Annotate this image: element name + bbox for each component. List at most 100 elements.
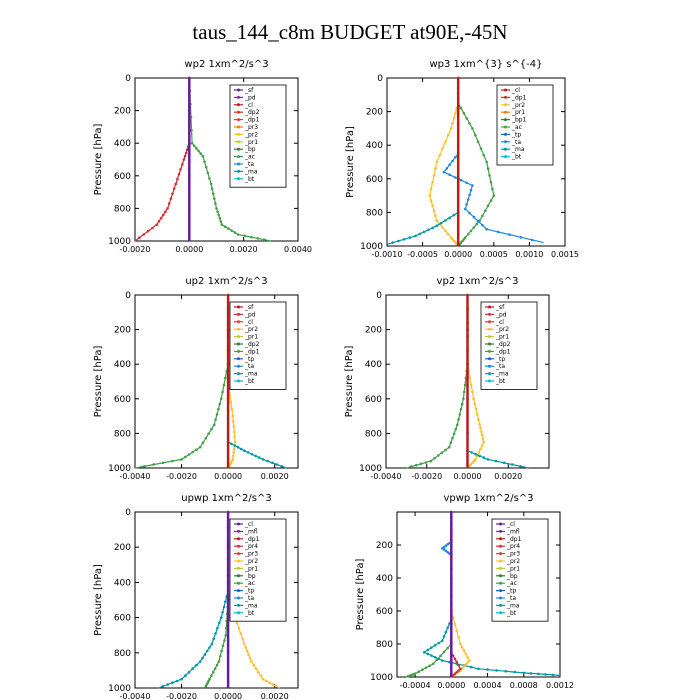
legend-marker <box>237 95 240 99</box>
legend-entry: _ta <box>244 595 254 602</box>
legend-marker <box>237 559 240 563</box>
y-tick-label: 0 <box>377 74 383 84</box>
series-marker <box>442 650 446 654</box>
series-marker <box>439 654 442 658</box>
y-axis-label: Pressure [hPa] <box>93 124 104 196</box>
series-marker <box>466 328 469 331</box>
series-marker <box>217 213 220 217</box>
legend-marker <box>499 581 502 585</box>
series-marker <box>455 629 459 633</box>
series-marker <box>476 219 480 223</box>
series-marker <box>430 646 433 649</box>
series-marker <box>466 293 469 297</box>
series-line-1 <box>134 78 190 242</box>
legend-entry: _sf <box>495 304 505 311</box>
series-marker <box>429 187 433 191</box>
series-marker <box>201 154 205 158</box>
legend-marker <box>237 522 240 526</box>
series-marker <box>441 547 444 550</box>
series-marker <box>184 455 187 459</box>
series-marker <box>454 112 457 115</box>
series-marker <box>209 182 213 186</box>
series-marker <box>454 427 458 431</box>
legend-marker <box>237 342 240 346</box>
y-tick-label: 200 <box>114 326 131 336</box>
legend-marker <box>504 155 507 159</box>
series-marker <box>236 233 240 236</box>
series-marker <box>424 666 428 670</box>
legend-entry: _pr1 <box>244 565 258 572</box>
legend-entry: _dp1 <box>244 117 260 124</box>
series-marker <box>151 226 154 230</box>
legend-entry: _cl <box>495 319 504 326</box>
series-marker <box>250 452 254 456</box>
series-marker <box>427 228 430 232</box>
y-tick-label: 400 <box>114 578 131 588</box>
y-tick-label: 600 <box>366 175 383 185</box>
series-marker <box>456 423 459 427</box>
series-marker <box>166 683 169 686</box>
y-tick-label: 800 <box>114 204 131 214</box>
series-marker <box>484 209 487 212</box>
legend-entry: _ma <box>244 371 258 378</box>
series-marker <box>188 141 191 145</box>
series-marker <box>179 168 182 171</box>
series-marker <box>433 457 436 460</box>
chart-panel-1: wp2 1xm^2/s^3 Pressure [hPa] 0 200 400 600 800… <box>93 59 312 254</box>
plot-frame <box>134 294 299 469</box>
series-marker <box>537 672 540 676</box>
series-marker <box>226 397 230 401</box>
series-marker <box>169 197 173 200</box>
plot-frame <box>134 511 299 689</box>
series-marker <box>219 616 223 619</box>
series-marker <box>466 661 469 664</box>
series-marker <box>203 160 206 164</box>
series-marker <box>451 159 454 163</box>
x-tick-label: 0.0040 <box>284 245 312 254</box>
series-marker <box>429 459 433 463</box>
series-marker <box>431 180 434 184</box>
y-tick-label: 1000 <box>108 684 131 694</box>
legend-entry: _pr1 <box>495 334 509 341</box>
series-marker <box>475 222 479 226</box>
series-marker <box>188 174 191 178</box>
series-marker <box>470 665 473 669</box>
series-marker <box>424 461 428 464</box>
series-marker <box>211 670 215 674</box>
series-marker <box>435 219 439 223</box>
series-marker <box>414 463 418 467</box>
series-marker <box>268 681 271 684</box>
series-line-2 <box>457 78 495 247</box>
legend-entry: _dp1 <box>511 94 527 101</box>
series-marker <box>437 641 441 645</box>
y-tick-label: 200 <box>366 108 383 118</box>
series-marker <box>452 117 456 120</box>
series-marker <box>257 670 260 674</box>
series-marker <box>476 413 479 416</box>
series-marker <box>171 459 174 463</box>
series-marker <box>215 413 219 416</box>
series-marker <box>214 418 217 421</box>
series-marker <box>183 154 187 158</box>
series-marker <box>397 239 400 243</box>
series-marker <box>469 229 473 233</box>
series-marker <box>488 174 491 177</box>
series-marker <box>226 616 230 619</box>
series-marker <box>444 544 448 547</box>
series-marker <box>441 147 444 150</box>
y-axis-label: Pressure [hPa] <box>345 126 356 198</box>
series-marker <box>469 188 473 192</box>
legend-entry: _dp2 <box>495 341 511 348</box>
series-marker <box>455 660 459 664</box>
series-marker <box>231 414 235 418</box>
legend-marker <box>237 147 240 151</box>
legend-marker <box>237 140 240 144</box>
series-marker <box>462 397 465 401</box>
series-marker <box>263 238 266 241</box>
series-marker <box>457 418 460 421</box>
series-marker <box>444 448 447 452</box>
series-marker <box>210 187 214 191</box>
series-marker <box>171 192 174 195</box>
series-marker <box>472 215 476 219</box>
x-tick-label: -0.0010 <box>372 250 403 259</box>
